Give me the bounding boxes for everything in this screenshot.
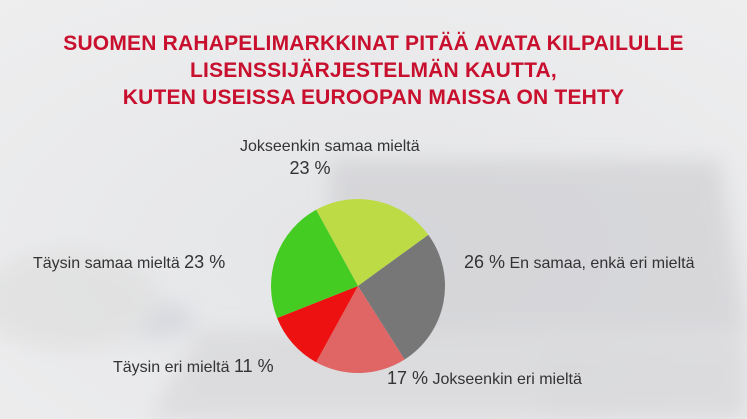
label-en-samaa-enka-eri-value: 26 % — [464, 252, 506, 272]
pie-slice-2 — [316, 286, 405, 374]
chart-title-line-1: SUOMEN RAHAPELIMARKKINAT PITÄÄ AVATA KIL… — [63, 32, 684, 55]
pie-slice-1 — [358, 234, 446, 360]
label-taysin-eri-text: Täysin eri mieltä — [113, 359, 230, 376]
chart-title: SUOMEN RAHAPELIMARKKINAT PITÄÄ AVATA KIL… — [0, 30, 747, 111]
label-jokseenkin-samaa-value: 23 % — [289, 158, 331, 178]
chart-title-line-3: KUTEN USEISSA EUROOPAN MAISSA ON TEHTY — [122, 86, 625, 109]
pie-slice-3 — [277, 286, 358, 363]
label-taysin-samaa-value: 23 % — [184, 252, 226, 272]
label-taysin-eri-value: 11 % — [233, 356, 274, 376]
label-jokseenkin-eri-value: 17 % — [387, 368, 429, 388]
label-jokseenkin-samaa-text: Jokseenkin samaa mieltä — [240, 138, 420, 155]
label-taysin-eri: Täysin eri mieltä 11 % — [113, 356, 274, 377]
label-jokseenkin-eri: 17 % Jokseenkin eri mieltä — [387, 368, 582, 389]
pie-slice-0 — [316, 199, 429, 286]
label-jokseenkin-samaa: Jokseenkin samaa mieltä 23 % — [240, 138, 420, 179]
label-en-samaa-enka-eri: 26 % En samaa, enkä eri mieltä — [464, 252, 694, 273]
chart-title-line-2: LISENSSIJÄRJESTELMÄN KAUTTA, — [190, 59, 557, 82]
pie-slice-4 — [270, 209, 358, 319]
label-jokseenkin-eri-text: Jokseenkin eri mieltä — [432, 371, 582, 388]
label-taysin-samaa: Täysin samaa mieltä 23 % — [33, 252, 225, 273]
label-taysin-samaa-text: Täysin samaa mieltä — [33, 255, 180, 272]
label-en-samaa-enka-eri-text: En samaa, enkä eri mieltä — [509, 255, 695, 272]
